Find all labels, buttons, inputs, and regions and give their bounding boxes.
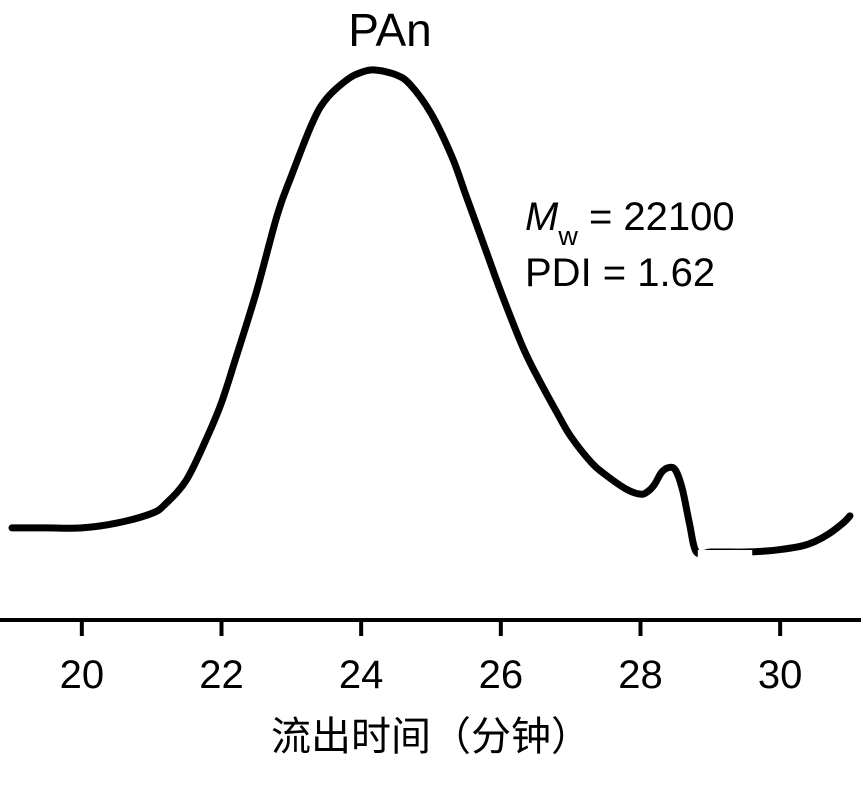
x-tick-label: 22 [199, 653, 244, 697]
mw-symbol-italic: M [525, 195, 559, 239]
gpc-chromatogram: 20 22 24 26 28 30 流出时间（分钟） PAn Mw = 22100 PDI… [0, 0, 861, 792]
curve-break-mask [698, 550, 752, 620]
mw-value: = 22100 [578, 195, 735, 239]
curve-break-masks [698, 550, 752, 620]
x-tick-label: 20 [60, 653, 105, 697]
x-tick-label: 28 [618, 653, 663, 697]
x-tick-label: 24 [339, 653, 384, 697]
x-tick-label: 26 [479, 653, 524, 697]
x-tick-label: 30 [758, 653, 803, 697]
chart-title: PAn [348, 4, 432, 56]
mw-subscript: w [557, 221, 578, 251]
x-axis-label: 流出时间（分钟） [271, 715, 591, 759]
pdi-line: PDI = 1.62 [525, 251, 715, 295]
